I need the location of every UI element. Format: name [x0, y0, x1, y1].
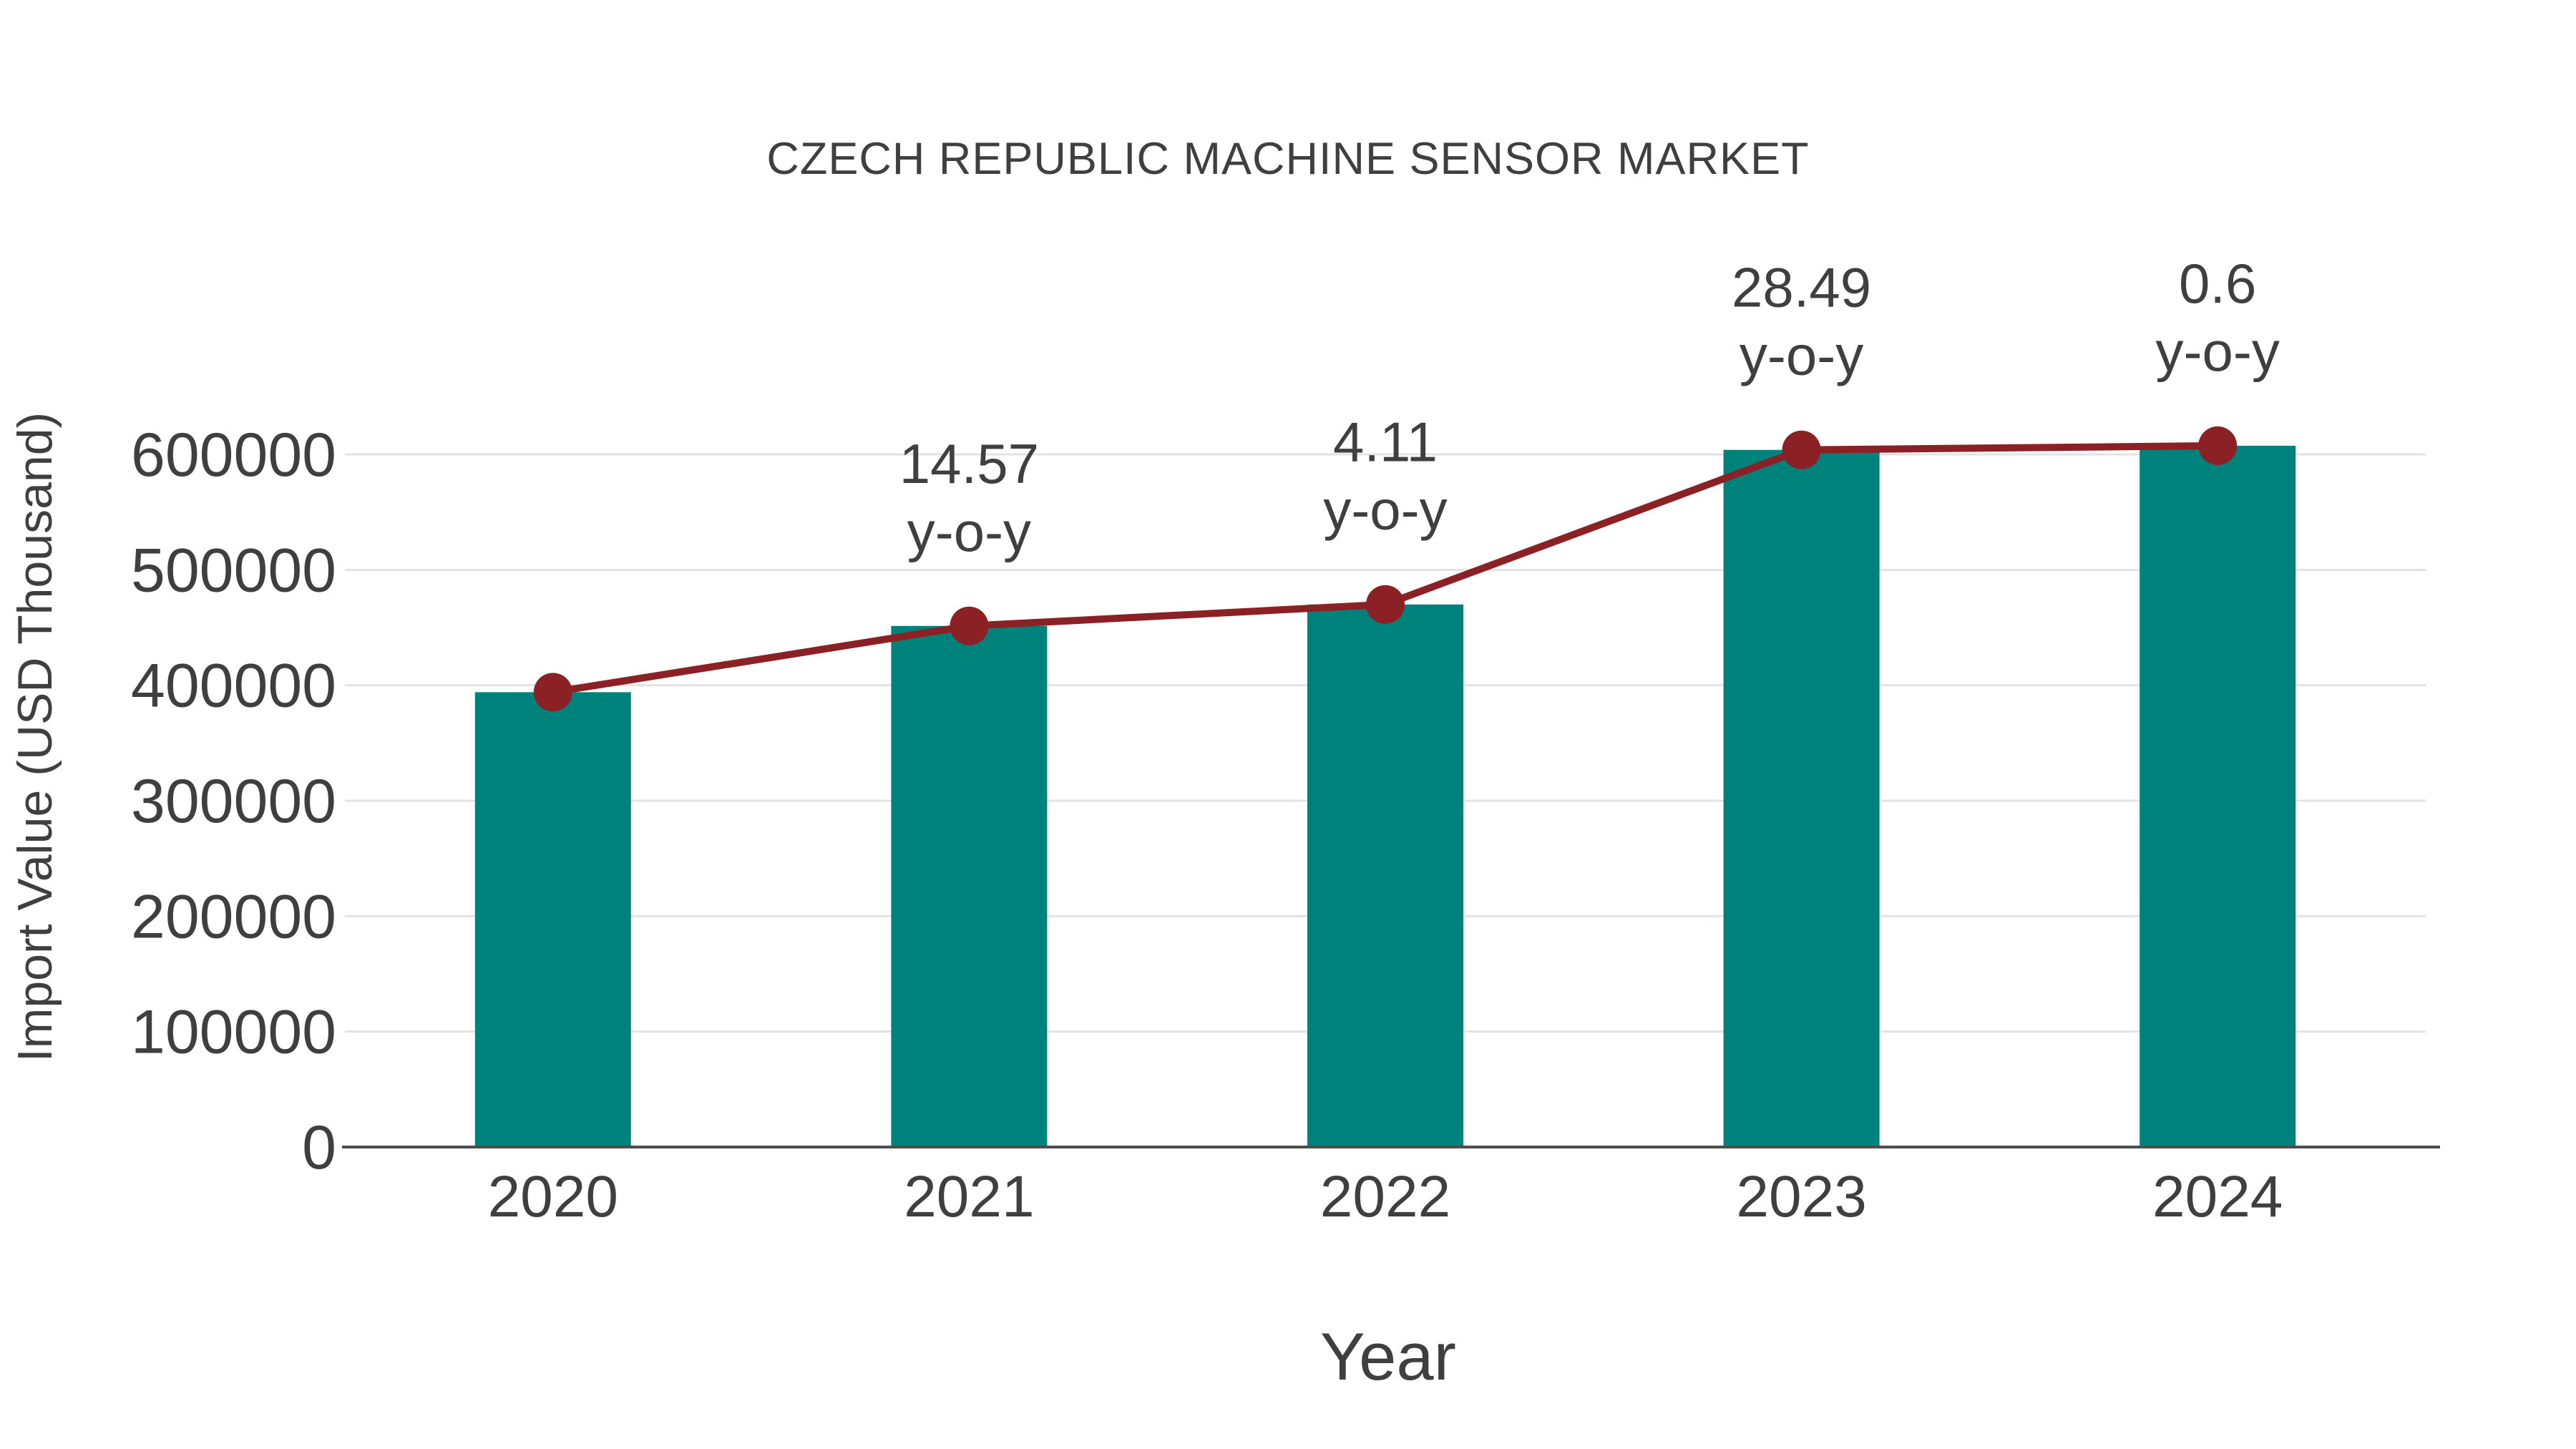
marker-2024 [2198, 426, 2238, 465]
y-tick-label-0: 0 [302, 1113, 336, 1182]
yoy-suffix-2022: y-o-y [1323, 479, 1447, 542]
yoy-suffix-2023: y-o-y [1740, 324, 1863, 387]
y-tick-label-200000: 200000 [131, 882, 336, 951]
bar-2020 [474, 692, 631, 1147]
y-tick-label-300000: 300000 [131, 767, 336, 836]
y-tick-label-400000: 400000 [131, 652, 336, 721]
marker-2022 [1366, 585, 1405, 624]
yoy-suffix-2021: y-o-y [907, 500, 1031, 563]
x-tick-label-2021: 2021 [904, 1164, 1034, 1229]
bar-2022 [1307, 604, 1463, 1147]
bar-2024 [2140, 445, 2296, 1147]
yoy-value-2023: 28.49 [1732, 256, 1871, 319]
x-tick-label-2023: 2023 [1736, 1164, 1866, 1229]
yoy-value-2021: 14.57 [899, 432, 1039, 495]
line-markers [533, 426, 2238, 712]
yoy-value-2024: 0.6 [2179, 252, 2256, 315]
chart-title: CZECH REPUBLIC MACHINE SENSOR MARKET [766, 134, 1809, 184]
marker-2023 [1782, 430, 1821, 469]
marker-2021 [950, 606, 989, 645]
marker-2020 [533, 673, 572, 712]
yoy-annotations: 14.57y-o-y4.11y-o-y28.49y-o-y0.6y-o-y [899, 252, 2280, 563]
x-tick-label-2022: 2022 [1320, 1164, 1450, 1229]
y-tick-label-600000: 600000 [131, 421, 336, 489]
y-tick-label-500000: 500000 [131, 536, 336, 605]
yoy-value-2022: 4.11 [1333, 411, 1438, 474]
y-tick-labels: 0 100000 200000 300000 400000 500000 600000 [131, 421, 336, 1182]
y-tick-label-100000: 100000 [131, 998, 336, 1067]
x-tick-label-2024: 2024 [2152, 1164, 2283, 1229]
bar-2023 [1723, 449, 1880, 1147]
bar-series [474, 445, 2296, 1147]
x-tick-label-2020: 2020 [488, 1164, 618, 1229]
x-tick-labels: 2020 2021 2022 2023 2024 [488, 1164, 2283, 1229]
bar-2021 [891, 625, 1048, 1147]
yoy-suffix-2024: y-o-y [2156, 320, 2280, 383]
y-axis-title: Import Value (USD Thousand) [8, 412, 62, 1062]
x-axis-title: Year [1320, 1319, 1456, 1394]
